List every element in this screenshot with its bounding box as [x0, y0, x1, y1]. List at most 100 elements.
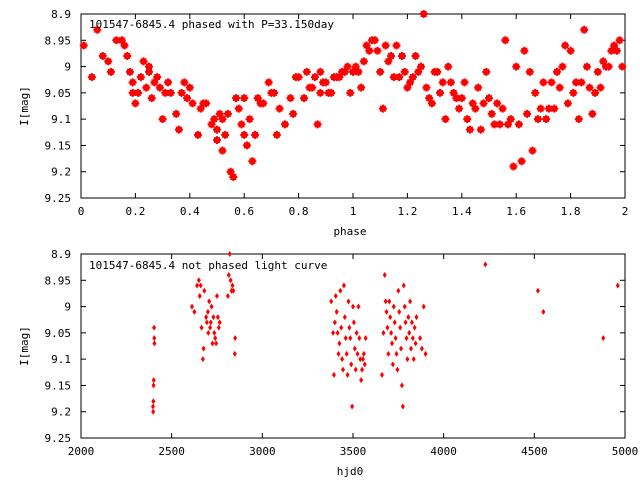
data-point: [381, 41, 390, 50]
data-point: [493, 99, 502, 108]
data-point: [498, 104, 507, 113]
data-point: [476, 125, 485, 134]
data-point: [341, 366, 346, 373]
plot-frame: [80, 253, 626, 439]
data-point: [485, 94, 493, 103]
data-point: [345, 371, 350, 378]
data-point: [166, 88, 175, 97]
data-point: [308, 83, 317, 92]
data-point: [580, 25, 589, 34]
data-point: [227, 251, 232, 257]
data-point: [223, 109, 232, 118]
data-point: [380, 371, 385, 378]
data-point: [334, 308, 339, 315]
data-point: [394, 350, 399, 357]
x-tick-label: 4500: [521, 445, 548, 458]
data-point: [404, 335, 409, 342]
x-tick-label: 2: [622, 205, 629, 218]
data-point: [208, 319, 213, 326]
data-point: [389, 340, 394, 347]
data-point: [231, 287, 236, 294]
data-point: [313, 120, 322, 129]
data-point: [444, 62, 453, 71]
data-point: [207, 298, 212, 305]
data-point: [359, 57, 368, 66]
data-point: [136, 73, 145, 82]
data-point: [400, 403, 405, 410]
data-point: [213, 335, 218, 342]
data-point: [383, 298, 388, 305]
data-point: [214, 340, 219, 347]
data-point: [487, 109, 496, 118]
data-point: [490, 120, 499, 129]
data-point: [218, 146, 227, 155]
data-point: [452, 94, 461, 103]
data-point: [106, 67, 115, 76]
data-point: [393, 335, 398, 342]
data-point: [198, 282, 203, 289]
data-point: [225, 293, 230, 300]
data-point: [471, 104, 480, 113]
y-tick-label: 8.9: [51, 248, 71, 261]
data-point: [512, 62, 521, 71]
data-point: [436, 88, 445, 97]
data-point: [344, 350, 349, 357]
data-point: [392, 41, 401, 50]
data-point: [517, 157, 526, 166]
data-point: [550, 104, 559, 113]
data-point: [413, 340, 418, 347]
data-point: [399, 345, 404, 352]
data-point: [351, 303, 355, 310]
y-tick-label: 9: [64, 61, 71, 74]
data-point: [483, 261, 488, 268]
data-point: [145, 62, 153, 71]
data-point: [357, 83, 366, 92]
y-tick-labels: 8.9 8.95 9 9.05 9.1 9.15 9.2 9.25: [45, 248, 72, 445]
data-point: [520, 46, 529, 55]
data-point: [218, 115, 227, 124]
data-point: [192, 308, 197, 315]
data-point: [376, 67, 385, 76]
data-point: [208, 324, 213, 331]
unphased-light-curve-panel: 2000 2500 3000 3500 4000 4500 5000 8.9 8.95 9 9.0…: [18, 248, 638, 478]
data-point: [395, 73, 404, 82]
data-point: [209, 303, 214, 310]
phased-light-curve-panel: 0 0.2 0.4 0.6 0.8 1 1.2 1.4 1.6 1.8 2 8.9 8.95 9 9.05…: [18, 8, 628, 238]
data-point: [302, 67, 311, 76]
data-point: [237, 120, 246, 129]
data-point: [414, 314, 419, 321]
data-point: [205, 308, 210, 315]
data-point: [408, 73, 417, 82]
data-point: [419, 10, 428, 18]
data-point: [202, 287, 207, 294]
data-point: [357, 335, 362, 342]
data-point: [93, 25, 102, 34]
data-points: [150, 251, 620, 415]
data-point: [336, 350, 341, 357]
data-point: [281, 120, 289, 129]
data-point: [221, 130, 230, 139]
data-point: [411, 52, 420, 61]
data-point: [289, 109, 298, 118]
x-tick-label: 0.4: [180, 205, 200, 218]
data-point: [180, 78, 189, 87]
data-point: [275, 104, 284, 113]
data-point: [216, 324, 221, 331]
data-point: [544, 104, 553, 113]
x-tick-labels: 0 0.2 0.4 0.6 0.8 1 1.2 1.4 1.6 1.8 2: [78, 205, 629, 218]
data-point: [145, 67, 153, 76]
data-point: [210, 340, 215, 347]
data-point: [331, 329, 336, 336]
data-point: [131, 99, 140, 108]
x-tick-label: 1.6: [506, 205, 526, 218]
data-point: [335, 329, 340, 336]
data-point: [408, 298, 413, 305]
data-point: [343, 335, 348, 342]
y-tick-label: 9.2: [51, 166, 71, 179]
data-point: [327, 88, 336, 97]
data-point: [403, 319, 408, 326]
data-point: [234, 104, 243, 113]
data-point: [104, 57, 113, 66]
data-point: [139, 57, 148, 66]
data-point: [79, 41, 88, 50]
